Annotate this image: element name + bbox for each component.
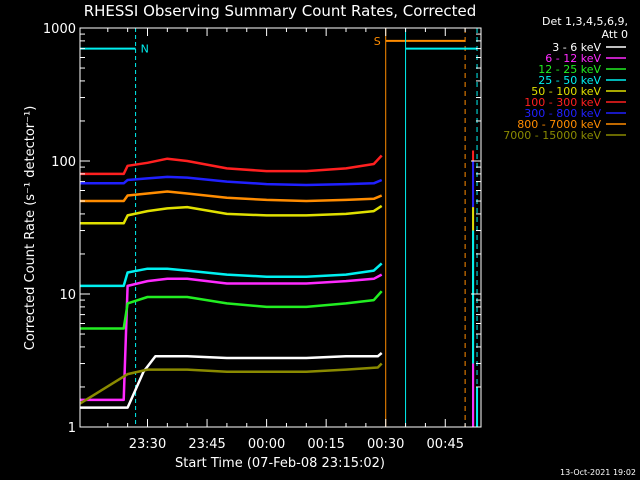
y-tick-label: 1000 — [43, 22, 76, 37]
series-line-50-100-kev — [80, 204, 383, 225]
x-tick-label: 23:45 — [188, 437, 225, 452]
legend-header-line-1: Det 1,3,4,5,6,9, — [542, 15, 628, 28]
y-axis-label: Corrected Count Rate (s⁻¹ detector⁻¹) — [23, 106, 38, 351]
series-line-800-7000-kev — [80, 190, 383, 203]
series-lines — [79, 154, 383, 409]
y-axis-ticks: 1 10 100 1000 — [43, 22, 481, 436]
series-line-7000-15000-kev — [79, 362, 383, 405]
x-axis-label: Start Time (07-Feb-08 23:15:02) — [175, 456, 385, 471]
legend-entry-label: 800 - 7000 keV — [517, 118, 601, 131]
x-tick-label: 00:45 — [427, 437, 464, 452]
x-axis-ticks: 23:30 23:45 00:00 00:15 00:30 00:45 — [107, 28, 466, 452]
legend-entry-label: 12 - 25 keV — [538, 63, 601, 76]
series-line-100-300-kev — [80, 154, 383, 176]
x-tick-label: 00:00 — [248, 437, 285, 452]
series-line-25-50-kev — [80, 262, 383, 288]
series-line-3-6-kev — [80, 352, 383, 409]
legend-entry-label: 100 - 300 keV — [524, 96, 601, 109]
legend-entry-label: 6 - 12 keV — [545, 52, 601, 65]
legend-entry-label: 300 - 800 keV — [524, 107, 601, 120]
legend-entry-label: 25 - 50 keV — [538, 74, 601, 87]
x-tick-label: 23:30 — [129, 437, 166, 452]
footer-date: 13-Oct-2021 19:02 — [560, 468, 636, 477]
y-tick-label: 10 — [59, 288, 76, 303]
legend-header-line-2: Att 0 — [602, 28, 628, 41]
chart-title: RHESSI Observing Summary Count Rates, Co… — [84, 2, 477, 20]
legend-entry-label: 50 - 100 keV — [531, 85, 601, 98]
plot-area: NS — [79, 28, 479, 427]
series-line-300-800-kev — [80, 175, 383, 187]
annotation-label: N — [141, 43, 149, 56]
x-tick-label: 00:15 — [307, 437, 344, 452]
plot-frame — [79, 27, 482, 428]
legend-entry-label: 3 - 6 keV — [552, 41, 601, 54]
legend-entry-label: 7000 - 15000 keV — [503, 129, 601, 142]
instrument-annotations: NS — [80, 28, 478, 427]
y-tick-label: 100 — [51, 155, 76, 170]
series-line-12-25-kev — [80, 290, 383, 330]
y-tick-label: 1 — [68, 421, 76, 436]
annotation-label: S — [374, 35, 381, 48]
x-tick-label: 00:30 — [367, 437, 404, 452]
